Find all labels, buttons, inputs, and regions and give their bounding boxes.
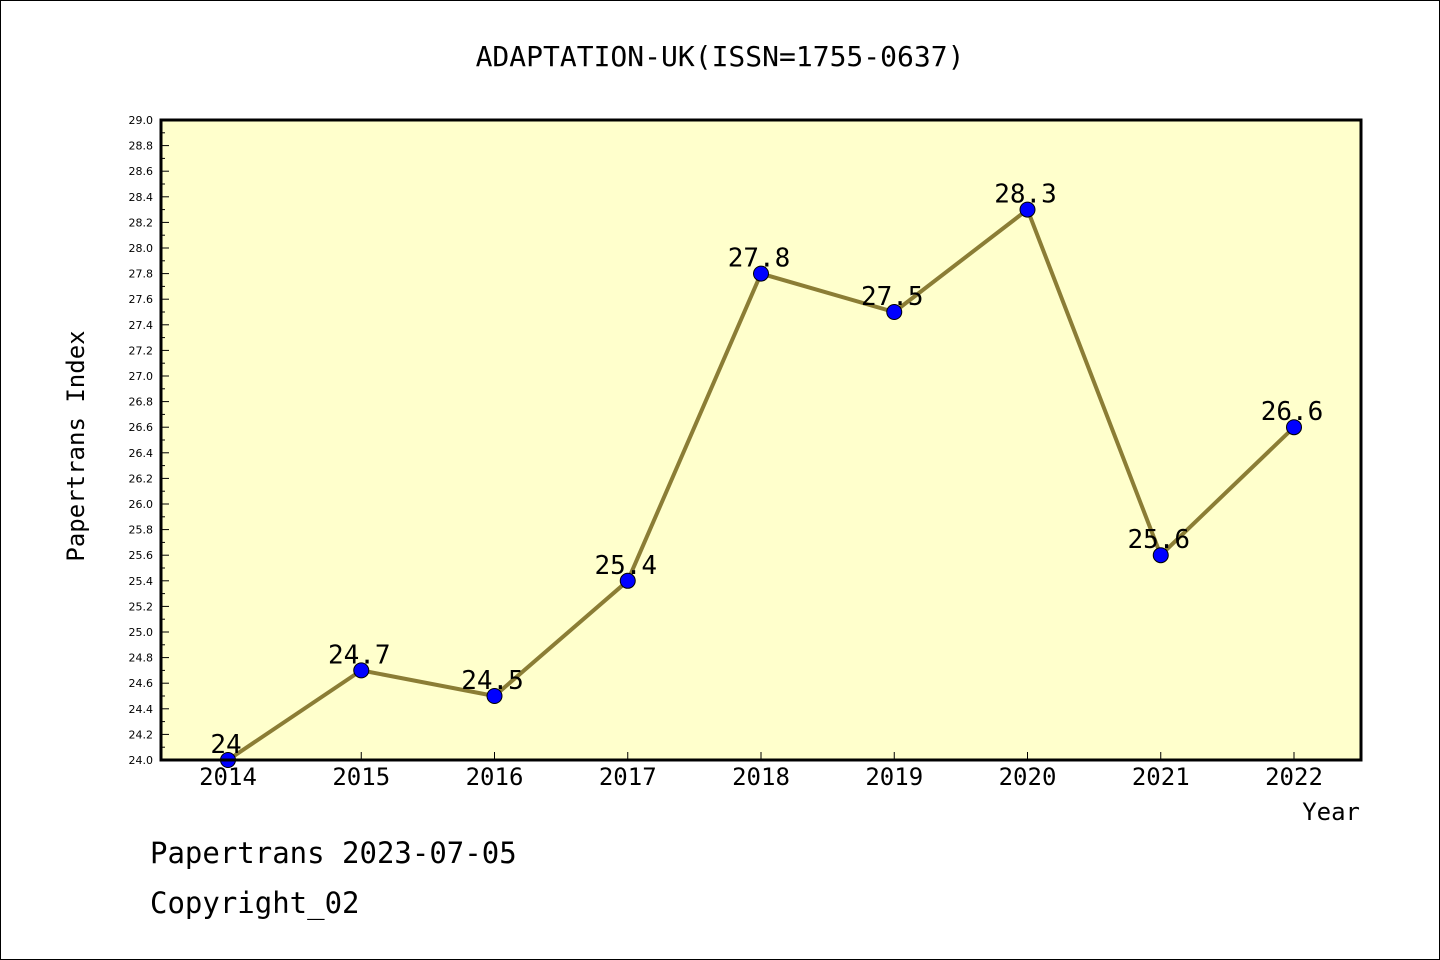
y-tick-label: 28.8 [129, 140, 154, 153]
y-tick-label: 28.0 [129, 242, 154, 255]
y-tick-label: 25.4 [129, 575, 154, 588]
y-tick-label: 24.4 [129, 703, 154, 716]
data-label: 27.5 [861, 282, 924, 312]
y-tick-label: 24.8 [129, 652, 154, 665]
y-tick-label: 26.2 [129, 472, 154, 485]
x-tick-label: 2016 [466, 763, 524, 791]
series: 24 24.7 24.5 25.4 27.8 27.5 28.3 25.6 26.6 [210, 180, 1323, 768]
x-tick-label: 2017 [599, 763, 657, 791]
y-tick-label: 28.4 [129, 191, 154, 204]
data-point [619, 572, 636, 589]
data-point [1152, 547, 1169, 564]
y-tick-label: 26.8 [129, 396, 154, 409]
data-label: 28.3 [994, 180, 1057, 210]
y-tick-label: 27.2 [129, 344, 154, 357]
data-label: 25.4 [594, 551, 657, 581]
y-tick-label: 24.0 [129, 754, 154, 767]
y-tick-label: 27.0 [129, 370, 154, 383]
x-axis: 2014 2015 2016 2017 2018 2019 2020 2021 2022 [199, 752, 1323, 791]
data-point [353, 662, 370, 679]
data-label: 25.6 [1127, 525, 1190, 555]
y-axis-label: Papertrans Index [62, 330, 90, 561]
y-tick-label: 26.0 [129, 498, 154, 511]
y-tick-label: 24.2 [129, 728, 154, 741]
data-point [886, 304, 903, 320]
y-tick-label: 25.2 [129, 600, 154, 613]
chart-title: ADAPTATION-UK(ISSN=1755-0637) [476, 40, 965, 73]
y-tick-label: 27.6 [129, 293, 154, 306]
plot-area [161, 120, 1361, 760]
y-tick-label: 27.8 [129, 268, 154, 281]
data-point [1286, 419, 1302, 436]
data-label: 24.5 [461, 666, 524, 696]
plot-border [159, 118, 1363, 762]
x-tick-label: 2018 [732, 763, 790, 791]
x-tick-label: 2015 [332, 763, 390, 791]
y-tick-label: 28.6 [129, 165, 154, 178]
data-label: 27.8 [728, 244, 791, 274]
x-tick-label: 2019 [865, 763, 923, 791]
y-tick-label: 25.0 [129, 626, 154, 639]
y-tick-label: 27.4 [129, 319, 154, 332]
y-tick-label: 28.2 [129, 216, 154, 229]
data-label: 24.7 [328, 640, 391, 670]
y-tick-label: 25.6 [129, 549, 154, 562]
data-point [753, 265, 769, 282]
footer-date: Papertrans 2023-07-05 [150, 836, 517, 870]
data-label: 26.6 [1261, 397, 1324, 427]
data-label: 24 [210, 730, 241, 760]
y-axis: 24.0 24.2 24.4 24.6 24.8 25.0 25.2 25.4 25.6 25.8… [129, 114, 169, 767]
data-point [486, 688, 503, 704]
y-tick-label: 26.4 [129, 447, 154, 460]
x-tick-label: 2022 [1265, 763, 1323, 791]
y-tick-label: 26.6 [129, 421, 154, 434]
x-tick-label: 2020 [999, 763, 1057, 791]
x-axis-label: Year [1302, 798, 1360, 826]
y-tick-label: 29.0 [129, 114, 154, 127]
y-tick-label: 24.6 [129, 677, 154, 690]
x-tick-label: 2021 [1132, 763, 1190, 791]
footer-copyright: Copyright_02 [150, 886, 360, 920]
data-point [1019, 201, 1036, 218]
y-tick-label: 25.8 [129, 524, 154, 537]
